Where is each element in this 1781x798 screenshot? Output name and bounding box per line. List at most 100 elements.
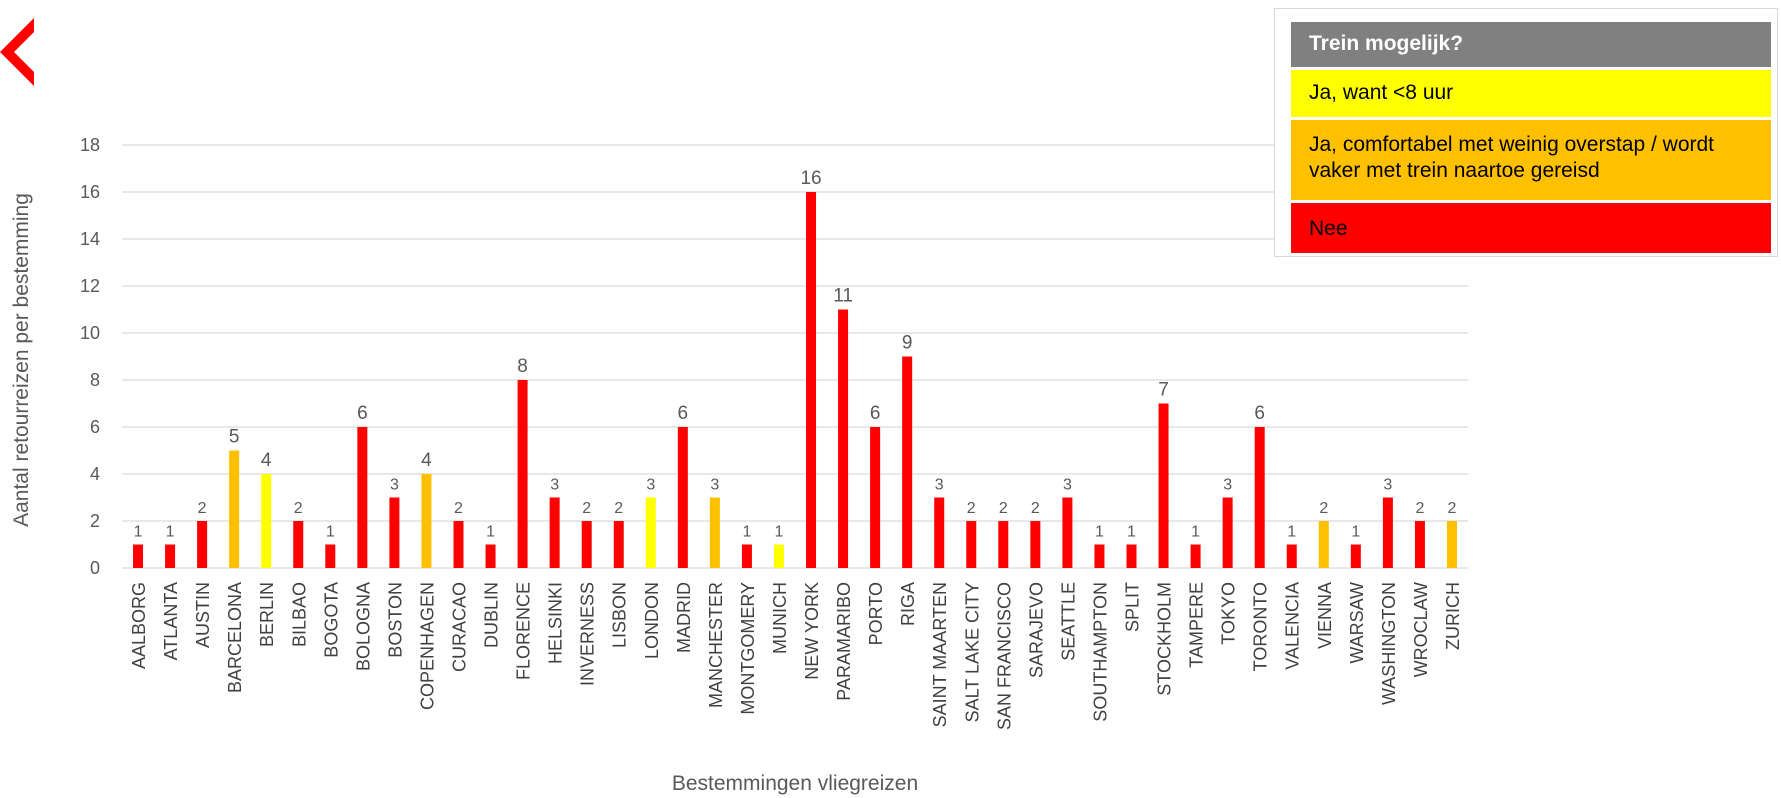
bar-washington — [1382, 497, 1393, 568]
x-tick-label: SALT LAKE CITY — [962, 582, 982, 722]
bar-sarajevo — [1030, 521, 1041, 568]
x-tick-label: WROCLAW — [1411, 582, 1431, 677]
data-label: 3 — [646, 477, 655, 494]
data-label: 2 — [999, 500, 1008, 517]
x-tick-label: DUBLIN — [482, 582, 502, 648]
data-label: 2 — [1319, 500, 1328, 517]
bar-toronto — [1254, 427, 1265, 568]
bar-barcelona — [229, 450, 240, 568]
x-tick-label: BERLIN — [257, 582, 277, 647]
bar-madrid — [677, 427, 688, 568]
data-label: 1 — [166, 524, 175, 541]
x-tick-label: MANCHESTER — [706, 582, 726, 708]
data-label: 1 — [326, 524, 335, 541]
x-tick-label: MONTGOMERY — [738, 582, 758, 715]
data-label: 1 — [134, 524, 143, 541]
data-label: 3 — [550, 477, 559, 494]
x-tick-label: LISBON — [610, 582, 630, 648]
y-tick-label: 6 — [90, 417, 100, 437]
y-tick-label: 0 — [90, 558, 100, 578]
logo-chevron-icon — [0, 18, 34, 86]
x-axis-ticks: AALBORG ATLANTA AUSTIN BARCELONA BERLIN BILBA… — [129, 582, 1463, 730]
x-tick-label: RIGA — [898, 582, 918, 626]
x-tick-label: NEW YORK — [802, 582, 822, 680]
data-label: 2 — [454, 500, 463, 517]
x-tick-label: STOCKHOLM — [1155, 582, 1175, 696]
x-tick-label: WASHINGTON — [1379, 582, 1399, 705]
data-label: 1 — [1127, 524, 1136, 541]
bar-bilbao — [293, 521, 304, 568]
x-tick-label: ATLANTA — [161, 582, 181, 660]
data-label: 7 — [1158, 380, 1169, 401]
data-label: 3 — [710, 477, 719, 494]
data-label: 16 — [800, 168, 821, 189]
x-tick-label: SAINT MAARTEN — [930, 582, 950, 727]
y-tick-label: 16 — [80, 182, 100, 202]
bar-valencia — [1286, 544, 1297, 568]
data-label: 6 — [1254, 403, 1265, 424]
bar-bogota — [325, 544, 336, 568]
x-tick-label: LONDON — [642, 582, 662, 659]
x-tick-label: VIENNA — [1315, 582, 1335, 649]
data-label: 11 — [833, 286, 853, 307]
data-label: 2 — [967, 500, 976, 517]
bar-london — [645, 497, 656, 568]
bar-salt-lake-city — [966, 521, 977, 568]
data-label: 6 — [870, 403, 881, 424]
y-tick-label: 12 — [80, 276, 100, 296]
x-tick-label: TAMPERE — [1187, 582, 1207, 668]
legend-item-red: Nee — [1291, 203, 1771, 253]
legend: Trein mogelijk? Ja, want <8 uur Ja, comf… — [1274, 8, 1778, 257]
bar-florence — [517, 380, 528, 568]
x-tick-label: WARSAW — [1347, 582, 1367, 664]
bar-tampere — [1190, 544, 1201, 568]
bar-riga — [902, 356, 913, 568]
x-tick-label: SOUTHAMPTON — [1090, 582, 1110, 722]
bar-bologna — [357, 427, 368, 568]
data-label: 3 — [390, 477, 399, 494]
x-tick-label: COPENHAGEN — [417, 582, 437, 710]
data-label: 2 — [1031, 500, 1040, 517]
bar-stockholm — [1158, 403, 1169, 568]
x-tick-label: BOGOTA — [321, 582, 341, 658]
x-tick-label: BILBAO — [289, 582, 309, 647]
bar-manchester — [709, 497, 720, 568]
bar-atlanta — [165, 544, 176, 568]
chart-gridlines — [122, 144, 1468, 569]
x-tick-label: CURACAO — [450, 582, 470, 672]
x-tick-label: HELSINKI — [546, 582, 566, 664]
bar-inverness — [581, 521, 592, 568]
data-label: 9 — [902, 333, 913, 354]
bar-san-francisco — [998, 521, 1009, 568]
x-tick-label: SPLIT — [1123, 582, 1143, 632]
bar-seattle — [1062, 497, 1073, 568]
x-tick-label: BOLOGNA — [353, 582, 373, 671]
data-label: 4 — [421, 450, 432, 471]
bar-vienna — [1318, 521, 1329, 568]
data-label: 2 — [1415, 500, 1424, 517]
data-label: 3 — [1063, 477, 1072, 494]
x-axis-label: Bestemmingen vliegreizen — [672, 772, 918, 795]
x-tick-label: TOKYO — [1219, 582, 1239, 645]
x-tick-label: PARAMARIBO — [834, 582, 854, 701]
chart-bars — [133, 192, 1457, 568]
bar-aalborg — [133, 544, 144, 568]
data-label: 1 — [486, 524, 495, 541]
bar-zurich — [1446, 521, 1457, 568]
data-label: 2 — [582, 500, 591, 517]
y-tick-label: 4 — [90, 464, 100, 484]
bar-split — [1126, 544, 1137, 568]
bar-tokyo — [1222, 497, 1233, 568]
x-tick-label: INVERNESS — [578, 582, 598, 686]
data-label: 6 — [357, 403, 368, 424]
y-tick-label: 8 — [90, 370, 100, 390]
bar-wroclaw — [1414, 521, 1425, 568]
x-tick-label: AUSTIN — [193, 582, 213, 648]
bar-saint-maarten — [934, 497, 945, 568]
bar-helsinki — [549, 497, 560, 568]
bar-montgomery — [741, 544, 752, 568]
data-label: 4 — [261, 450, 272, 471]
x-tick-label: SEATTLE — [1058, 582, 1078, 661]
data-label: 1 — [1095, 524, 1104, 541]
